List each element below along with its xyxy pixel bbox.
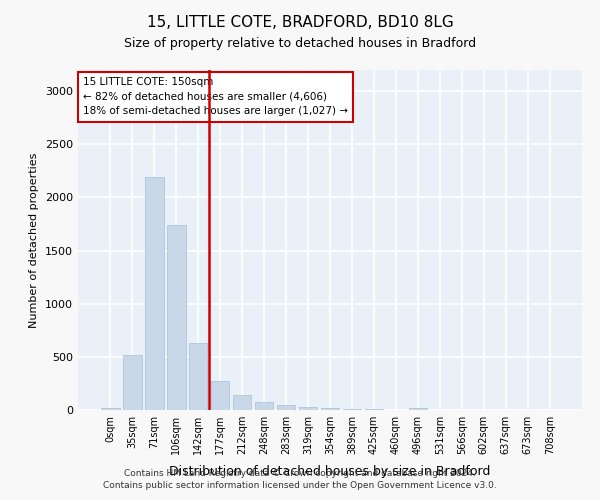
Bar [211, 382, 229, 410]
Bar [299, 407, 317, 410]
Bar [101, 408, 119, 410]
Bar [145, 178, 164, 410]
Bar [277, 404, 295, 410]
Text: 15 LITTLE COTE: 150sqm
← 82% of detached houses are smaller (4,606)
18% of semi-: 15 LITTLE COTE: 150sqm ← 82% of detached… [83, 77, 348, 116]
Text: 15, LITTLE COTE, BRADFORD, BD10 8LG: 15, LITTLE COTE, BRADFORD, BD10 8LG [146, 15, 454, 30]
Bar [233, 395, 251, 410]
Bar [409, 408, 427, 410]
Bar [255, 402, 274, 410]
Bar [189, 343, 208, 410]
Text: Contains HM Land Registry data © Crown copyright and database right 2024.
Contai: Contains HM Land Registry data © Crown c… [103, 468, 497, 490]
Bar [123, 355, 142, 410]
Bar [343, 409, 361, 410]
Bar [167, 225, 185, 410]
Text: Size of property relative to detached houses in Bradford: Size of property relative to detached ho… [124, 38, 476, 51]
Bar [320, 408, 340, 410]
X-axis label: Distribution of detached houses by size in Bradford: Distribution of detached houses by size … [169, 466, 491, 478]
Y-axis label: Number of detached properties: Number of detached properties [29, 152, 40, 328]
